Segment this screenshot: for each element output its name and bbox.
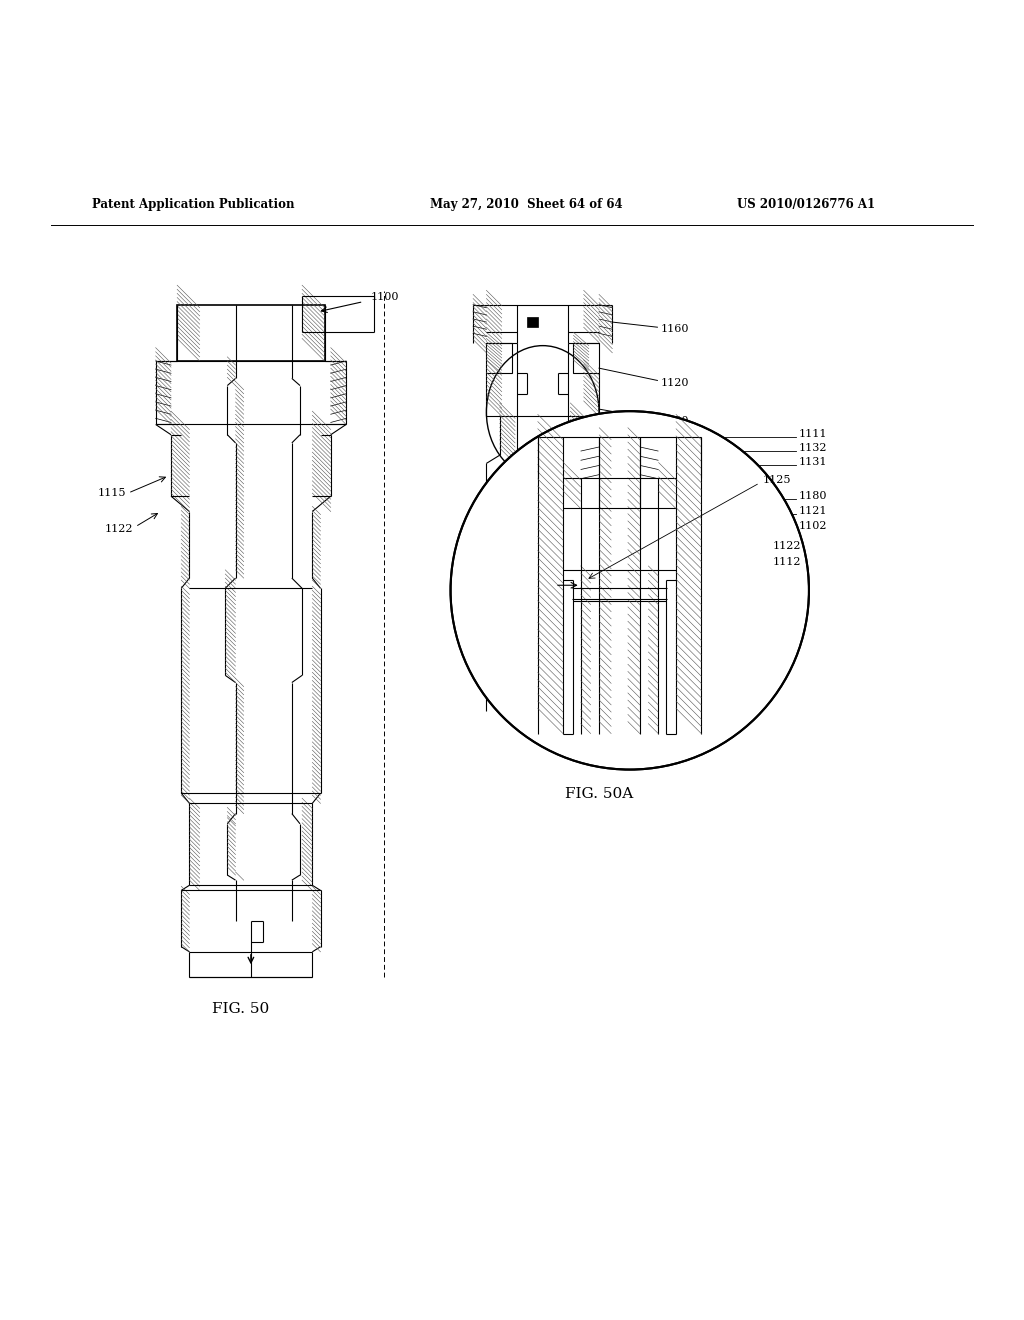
Text: 1115: 1115 [97,488,126,498]
Text: Patent Application Publication: Patent Application Publication [92,198,295,211]
Text: FIG. 50A: FIG. 50A [565,787,633,801]
Circle shape [451,411,809,770]
Text: May 27, 2010  Sheet 64 of 64: May 27, 2010 Sheet 64 of 64 [430,198,623,211]
Text: 1100: 1100 [371,292,399,301]
Text: 1111: 1111 [799,429,827,438]
Text: 1121: 1121 [799,506,827,516]
Text: 1125: 1125 [763,475,792,484]
Text: FIG. 50A: FIG. 50A [650,447,700,457]
Text: 1132: 1132 [799,444,827,453]
Text: 1160: 1160 [660,325,689,334]
Text: US 2010/0126776 A1: US 2010/0126776 A1 [737,198,876,211]
Text: 1120: 1120 [660,378,689,388]
Text: 1112: 1112 [773,557,802,566]
Text: 1122: 1122 [104,524,133,535]
Text: 1122: 1122 [773,541,802,552]
Polygon shape [527,317,538,327]
Polygon shape [573,343,599,374]
Text: 1180: 1180 [799,491,827,502]
Circle shape [451,411,809,770]
Text: 1131: 1131 [799,458,827,467]
Text: 1180: 1180 [660,417,689,426]
Polygon shape [486,343,512,374]
Text: 1102: 1102 [799,521,827,531]
Polygon shape [177,305,325,360]
Text: FIG. 50: FIG. 50 [212,1002,269,1016]
